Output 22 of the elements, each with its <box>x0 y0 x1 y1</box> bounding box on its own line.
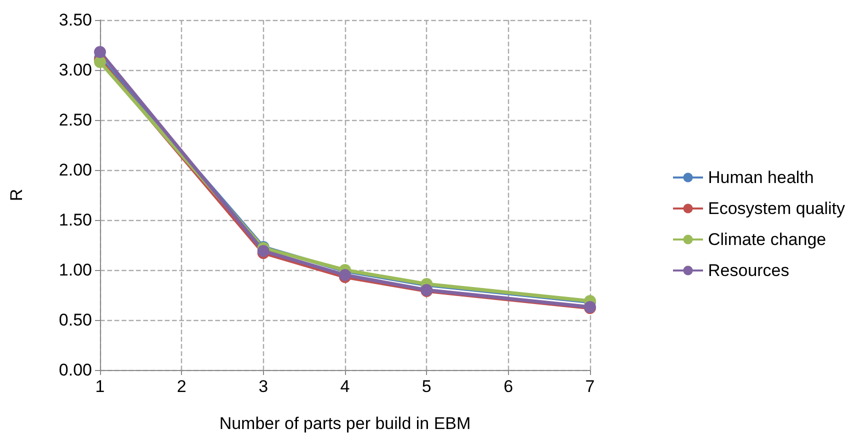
y-tick-label: 3.50 <box>58 10 92 30</box>
legend-label: Resources <box>708 261 790 280</box>
x-tick-label: 5 <box>422 377 432 396</box>
y-axis-title: R <box>7 188 26 202</box>
x-tick-label: 2 <box>176 377 186 396</box>
y-tick-label: 3.00 <box>58 60 92 80</box>
y-tick-label: 1.50 <box>58 210 92 230</box>
y-tick-label: 2.00 <box>58 160 92 180</box>
x-tick-label: 1 <box>95 377 105 396</box>
y-tick-label: 2.50 <box>58 110 92 130</box>
x-tick-label: 6 <box>504 377 514 396</box>
x-axis-title: Number of parts per build in EBM <box>219 414 471 433</box>
y-tick-label: 0.00 <box>58 360 92 380</box>
legend-label: Human health <box>708 168 814 187</box>
x-tick-label: 4 <box>340 377 350 396</box>
point <box>94 46 106 58</box>
y-tick-label: 1.00 <box>58 260 92 280</box>
x-tick-label: 7 <box>585 377 595 396</box>
x-tick-label: 3 <box>258 377 268 396</box>
legend-label: Climate change <box>708 230 826 249</box>
y-tick-label: 0.50 <box>58 310 92 330</box>
legend-label: Ecosystem quality <box>708 199 846 218</box>
